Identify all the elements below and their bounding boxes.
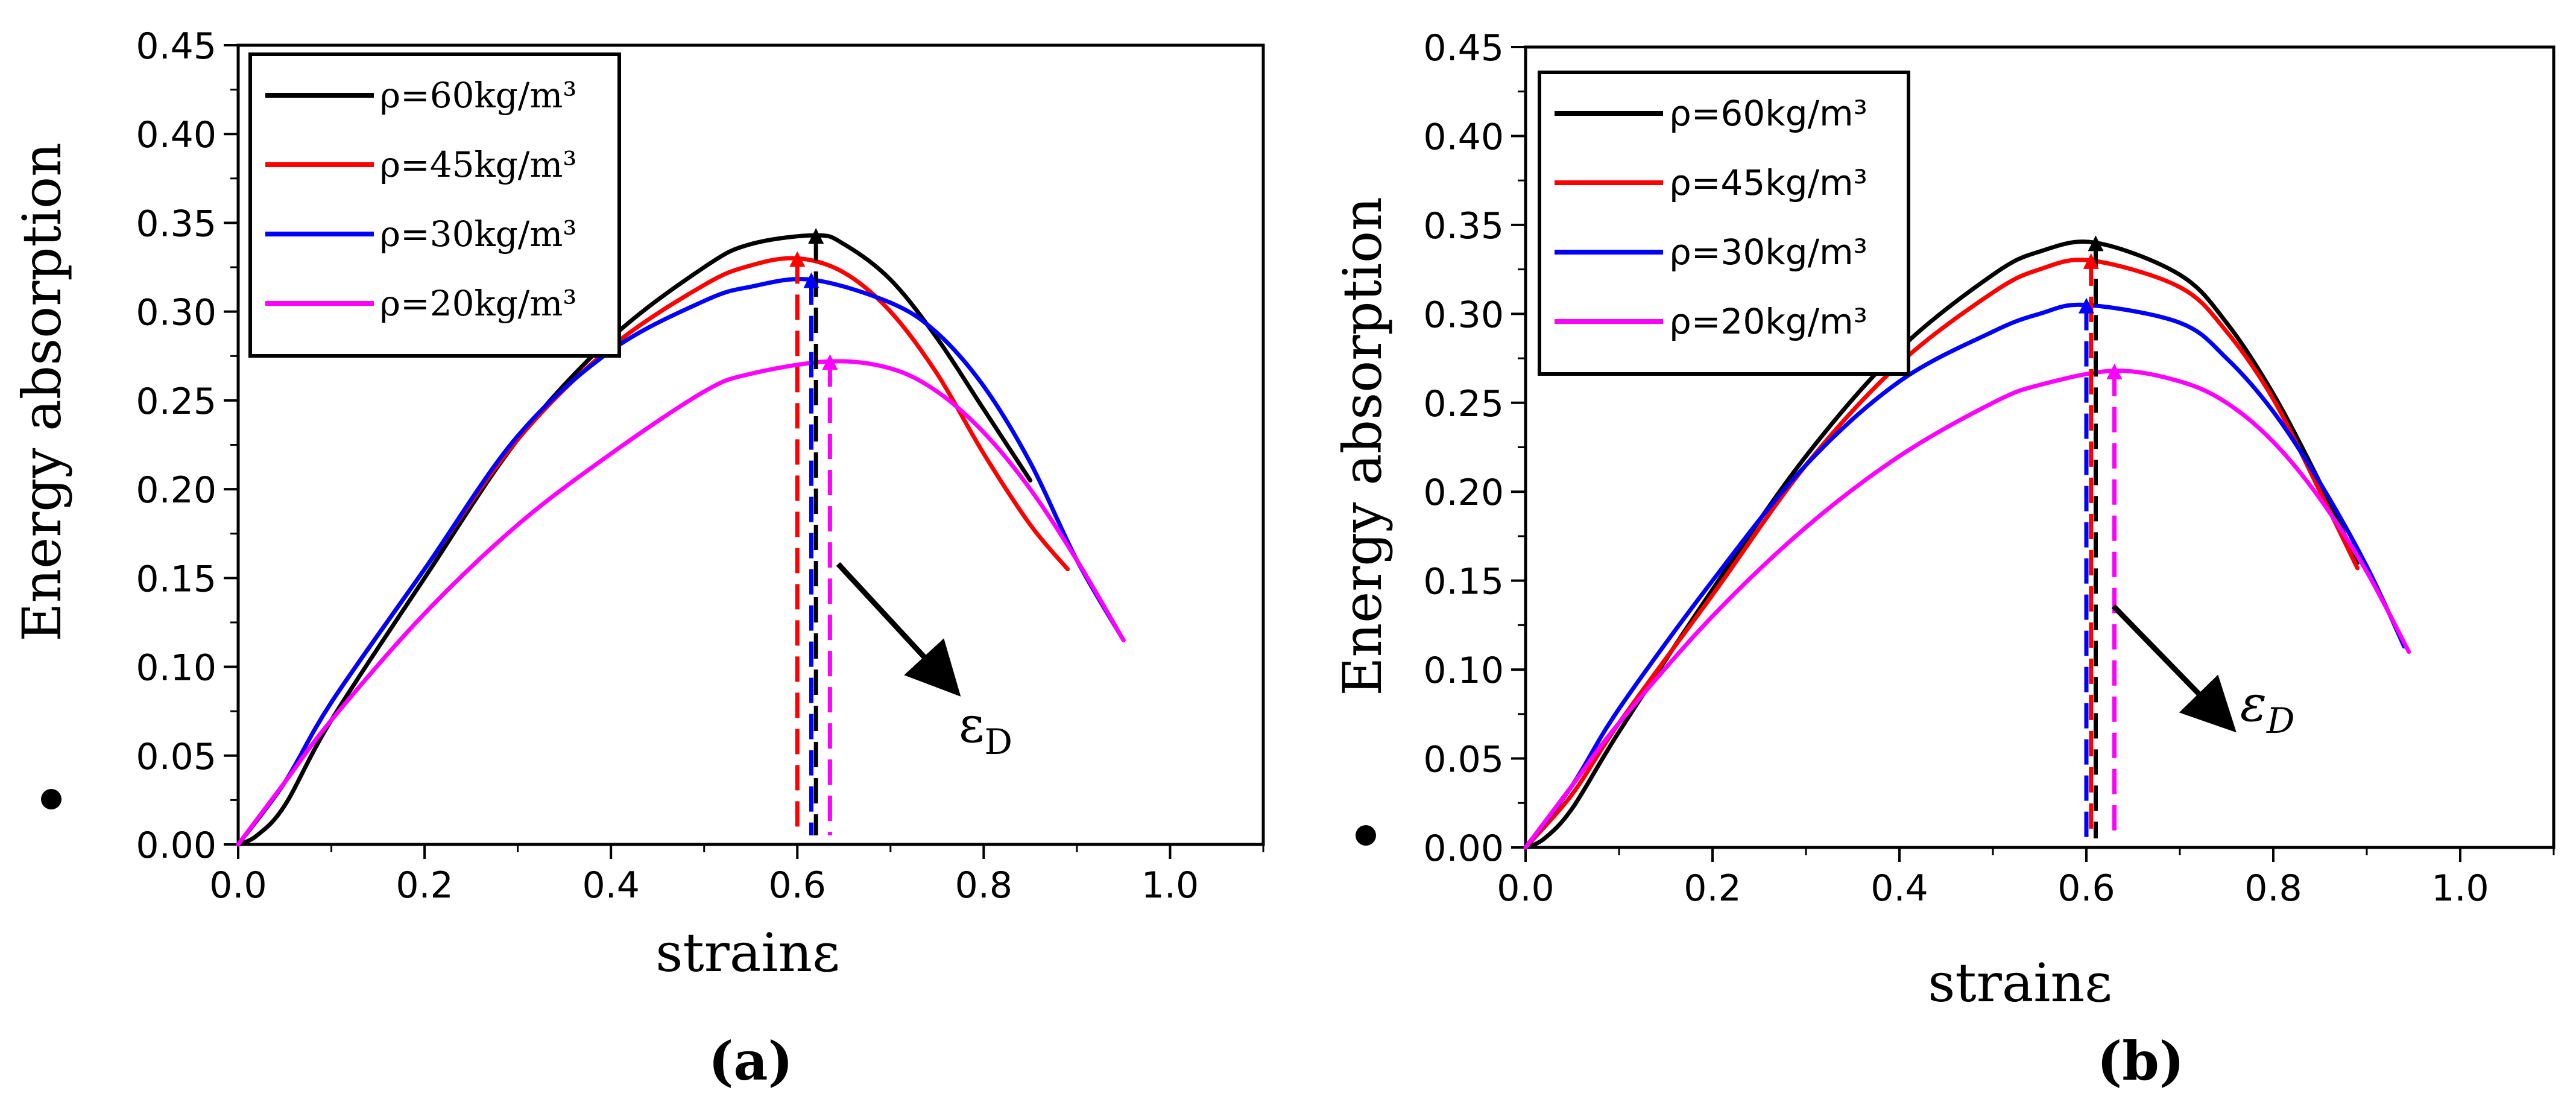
series-line-1	[1523, 258, 2360, 850]
legend-label-3: ρ=20kg/m³	[380, 283, 577, 324]
x-tick-label: 0.8	[2244, 867, 2302, 910]
x-tick-label: 0.6	[769, 864, 826, 907]
series-line-0	[236, 233, 1033, 847]
eps-d-annotation: εD	[2240, 676, 2295, 741]
y-tick-label: 0.05	[1423, 739, 1504, 781]
y-tick-label: 0.20	[136, 469, 216, 511]
eps-subscript: D	[2266, 700, 2295, 741]
legend-box	[248, 52, 621, 358]
eps-d-arrow	[836, 562, 961, 697]
legend-label-0: ρ=60kg/m³	[1669, 93, 1867, 134]
y-tick-label: 0.40	[136, 114, 216, 156]
eps-symbol: ε	[2240, 676, 2267, 733]
eps-d-annotation: εD	[959, 697, 1012, 762]
y-tick-label: 0.15	[136, 558, 216, 600]
bullet-dot	[41, 789, 62, 809]
y-tick-label: 0.30	[136, 292, 216, 334]
bullet-dot	[1356, 825, 1376, 846]
eps-d-arrow	[2111, 604, 2237, 733]
series-line-3	[236, 359, 1126, 847]
y-tick-label: 0.45	[136, 25, 216, 68]
peak-marker-1	[789, 251, 806, 267]
panel-label: (a)	[709, 1030, 793, 1092]
y-tick-label: 0.10	[136, 647, 216, 689]
eps-symbol: ε	[959, 697, 984, 754]
peak-marker-2	[2079, 297, 2094, 314]
y-tick-label: 0.15	[1423, 561, 1504, 603]
y-tick-label: 0.25	[1423, 383, 1504, 425]
y-tick-label: 0.35	[1423, 205, 1504, 247]
x-tick-label: 0.0	[1497, 867, 1554, 910]
y-tick-label: 0.35	[136, 203, 216, 245]
y-tick-label: 0.40	[1423, 116, 1504, 158]
x-tick-label: 0.4	[1870, 867, 1928, 910]
legend-label-0: ρ=60kg/m³	[380, 75, 577, 116]
y-axis-label: Energy absorption	[1331, 197, 1394, 696]
panel-b: 0.00 0.05 0.10 0.15 0.20 0.25 0.30 0.35 0.40 0.45…	[1331, 27, 2555, 1092]
y-tick-label: 0.20	[1423, 472, 1504, 514]
x-tick-label: 0.2	[1684, 867, 1741, 910]
x-tick-label: 0.6	[2057, 867, 2115, 910]
series-line-3	[1523, 369, 2411, 850]
legend-label-2: ρ=30kg/m³	[1669, 232, 1867, 273]
x-tick-label: 0.0	[209, 864, 267, 907]
peak-marker-3	[822, 354, 838, 370]
series-line-2	[1523, 302, 2407, 850]
y-tick-label: 0.45	[1423, 27, 1504, 69]
x-axis-label: strainε	[1928, 952, 2112, 1014]
y-tick-label: 0.05	[136, 736, 216, 778]
y-tick-label: 0.30	[1423, 294, 1504, 336]
y-tick-label: 0.10	[1423, 650, 1504, 692]
legend-label-3: ρ=20kg/m³	[1669, 301, 1867, 342]
peak-marker-0	[2088, 235, 2104, 252]
peak-marker-3	[2106, 363, 2123, 379]
x-tick-label: 1.0	[1141, 864, 1199, 907]
x-tick-label: 0.4	[582, 864, 639, 907]
legend-label-1: ρ=45kg/m³	[380, 144, 577, 185]
x-axis-label: strainε	[655, 922, 839, 984]
series-line-2	[236, 277, 1126, 847]
x-tick-label: 0.8	[955, 864, 1012, 907]
series-line-0	[1523, 239, 2360, 850]
peak-marker-2	[803, 272, 819, 288]
peak-marker-0	[808, 228, 824, 244]
eps-subscript: D	[984, 721, 1012, 762]
y-axis-label: Energy absorption	[11, 142, 73, 642]
y-tick-label: 0.00	[136, 825, 216, 867]
x-tick-label: 0.2	[396, 864, 453, 907]
legend-label-2: ρ=30kg/m³	[380, 214, 577, 255]
x-tick-label: 1.0	[2431, 867, 2489, 910]
y-tick-label: 0.00	[1423, 828, 1504, 870]
peak-marker-1	[2083, 253, 2099, 269]
y-tick-label: 0.25	[136, 381, 216, 423]
panel-label: (b)	[2097, 1030, 2185, 1092]
panel-a: 0.00 0.05 0.10 0.15 0.20 0.25 0.30 0.35 0.40 0.45…	[11, 25, 1265, 1092]
legend-label-1: ρ=45kg/m³	[1669, 162, 1867, 203]
